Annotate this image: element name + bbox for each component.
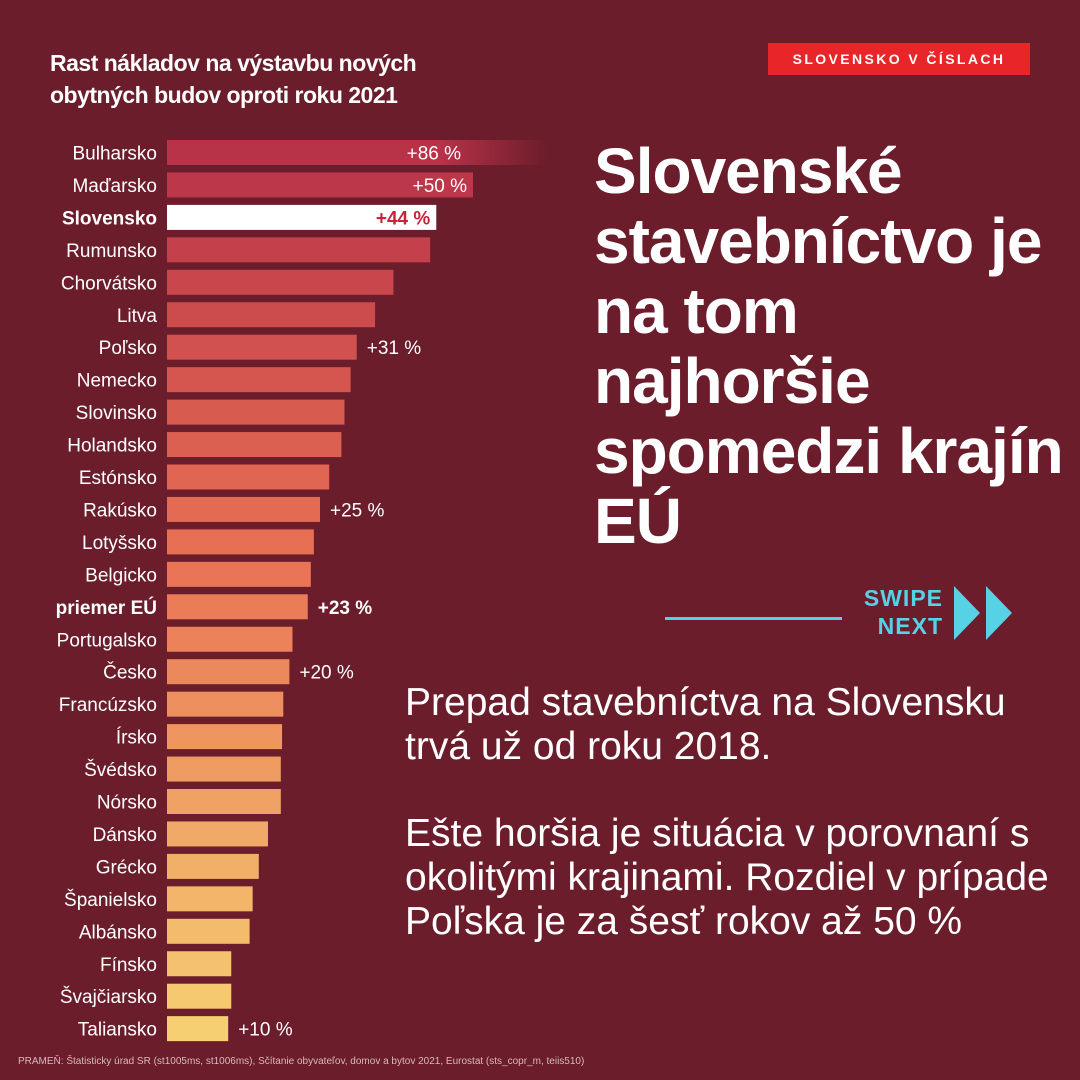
bar-23 [167,886,253,912]
category-label: Španielsko [64,889,157,911]
brand-badge: SLOVENSKO V ČÍSLACH [768,43,1030,75]
bar-0 [167,140,547,165]
bar-9 [167,432,342,458]
category-label: Dánsko [93,825,157,846]
headline: Slovenské stavebníctvo je na tom najhorš… [594,135,1064,557]
bar-25 [167,951,232,977]
bar-8 [167,399,345,425]
bar-11 [167,496,320,522]
bar-5 [167,302,376,328]
category-label: Litva [117,306,158,327]
swipe-next-button[interactable]: SWIPE NEXT [845,584,943,640]
category-label: Slovinsko [76,403,157,424]
bar-19 [167,756,281,782]
chart-title: Rast nákladov na výstavbu nových obytnýc… [50,50,417,108]
category-label: Francúzsko [59,695,157,716]
category-label: Slovensko [62,208,157,229]
bar-26 [167,983,232,1009]
category-label: Poľsko [99,338,157,359]
double-chevron-right-icon[interactable] [954,586,1016,640]
category-label: Albánsko [79,922,157,943]
bar-14 [167,594,308,620]
bar-16 [167,659,290,685]
bar-22 [167,853,259,879]
value-label: +10 % [238,1020,293,1041]
bar-6 [167,334,357,360]
category-label: Maďarsko [72,176,157,197]
next-label: NEXT [877,613,943,639]
value-label: +20 % [299,663,354,684]
category-label: Taliansko [78,1020,157,1041]
value-label: +31 % [367,338,422,359]
value-label: +44 % [376,208,431,229]
bar-4 [167,269,394,295]
bar-20 [167,789,281,814]
category-label: Belgicko [85,565,157,586]
category-label: Portugalsko [57,630,157,651]
bar-12 [167,529,314,555]
category-label: Fínsko [100,955,157,976]
value-label: +86 % [407,144,462,165]
category-label: priemer EÚ [56,597,157,619]
bar-10 [167,464,330,490]
value-label: +23 % [318,598,373,619]
swipe-line [665,617,842,620]
category-label: Holandsko [67,436,157,457]
source-note: PRAMEŇ: Štatisticky úrad SR (st1005ms, s… [18,1056,585,1067]
bar-21 [167,821,268,847]
bar-18 [167,724,283,750]
category-label: Chorvátsko [61,273,157,294]
paragraph-2: Ešte horšia je situácia v porovnaní s ok… [405,812,1049,943]
bar-24 [167,918,250,944]
category-label: Írsko [116,728,157,749]
bar-13 [167,561,311,587]
bar-7 [167,367,351,393]
category-label: Švajčiarsko [60,986,157,1008]
value-label: +50 % [413,176,468,197]
category-label: Švédsko [84,759,157,781]
category-label: Rakúsko [83,500,157,521]
category-label: Bulharsko [73,144,158,165]
category-label: Lotyšsko [82,533,157,554]
category-label: Estónsko [79,468,157,489]
bar-3 [167,237,431,263]
bar-17 [167,691,284,717]
bar-chart: Bulharsko +86 % Maďarsko +50 % Slovensko +44 … [56,140,547,1042]
bar-2 [167,204,437,230]
category-label: Rumunsko [66,241,157,262]
paragraph-1: Prepad stavebníctva na Slovensku trvá už… [405,681,1006,768]
swipe-label: SWIPE [863,585,943,611]
category-label: Grécko [96,857,157,878]
category-label: Nórsko [97,793,157,814]
value-label: +25 % [330,500,385,521]
category-label: Česko [103,662,157,684]
bar-27 [167,1016,229,1042]
category-label: Nemecko [77,371,157,392]
bar-15 [167,626,293,652]
bar-1 [167,172,473,198]
